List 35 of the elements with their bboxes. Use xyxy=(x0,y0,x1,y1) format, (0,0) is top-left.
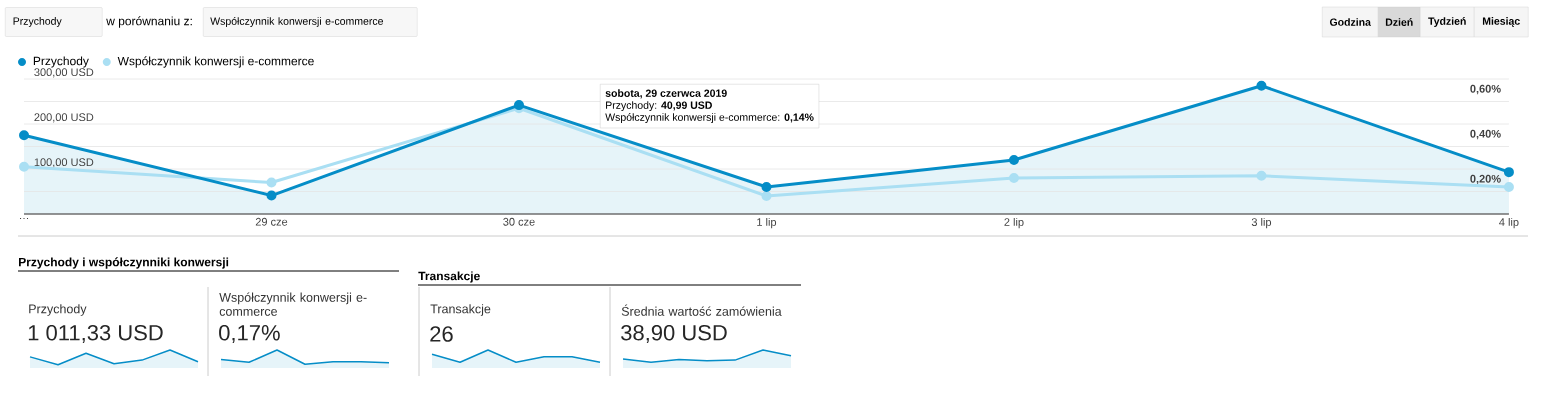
legend-label: Współczynnik konwersji e-commerce xyxy=(117,56,314,68)
chart-subtitle: 1 011,33 USD xyxy=(28,324,163,344)
chart-subtitle: 26 xyxy=(430,326,453,342)
text: Transakcje xyxy=(418,271,480,283)
text: Współczynnik konwersji e-commerce xyxy=(210,17,384,27)
text: Przychody xyxy=(13,17,62,27)
x-tick-label: 2 lip xyxy=(1004,217,1024,229)
x-tick-label: 4 lip xyxy=(1499,217,1519,229)
annotation: Współczynnik konwersji e-commerce: 0,14% xyxy=(605,113,814,123)
x-tick-label: 1 lip xyxy=(757,217,777,229)
text: Przychody i współczynniki konwersji xyxy=(19,257,229,269)
chart-title: Średnia wartość zamówienia xyxy=(621,304,782,316)
x-tick-label: 3 lip xyxy=(1251,217,1272,229)
x-tick-label: 29 cze xyxy=(255,217,288,226)
x-tick-label: … xyxy=(20,217,29,220)
annotation: sobota, 29 czerwca 2019 xyxy=(605,89,727,99)
text: Godzina xyxy=(1329,18,1371,26)
annotation: Przychody: 40,99 USD xyxy=(606,101,712,111)
chart-title: Przychody xyxy=(29,304,87,316)
chart-subtitle: 0,17% xyxy=(219,324,280,344)
text: Miesiąc xyxy=(1482,17,1520,27)
y-tick-label: 300,00 USD xyxy=(34,68,94,78)
text: w porównaniu z: xyxy=(106,16,192,28)
y-tick-label: 100,00 USD xyxy=(34,158,94,168)
text: Tydzień xyxy=(1428,17,1466,27)
chart-title: Współczynnik konwersji e-commerce xyxy=(219,292,367,316)
chart-subtitle: 38,90 USD xyxy=(621,324,727,344)
y2-tick-label: 0,60% xyxy=(1470,84,1501,95)
chart-title: Transakcje xyxy=(430,304,491,316)
x-tick-label: 30 cze xyxy=(503,217,535,226)
y2-tick-label: 0,20% xyxy=(1470,174,1501,185)
legend-label: Przychody xyxy=(33,56,89,68)
y2-tick-label: 0,40% xyxy=(1470,129,1501,140)
y-tick-label: 200,00 USD xyxy=(34,113,94,123)
text: Dzień xyxy=(1385,18,1413,26)
